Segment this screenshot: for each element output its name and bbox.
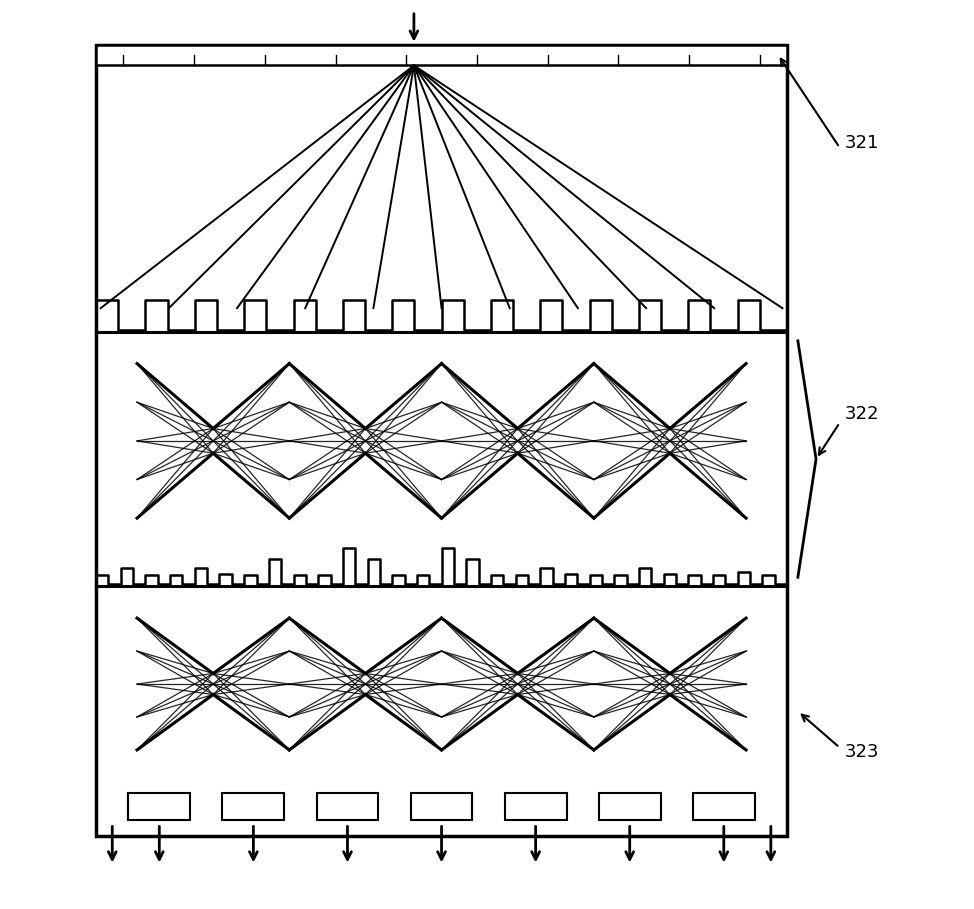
Bar: [96, 45, 787, 836]
Text: 323: 323: [844, 744, 879, 761]
Text: 321: 321: [844, 135, 879, 152]
Bar: [96, 45, 787, 65]
Bar: [222, 793, 284, 820]
Bar: [599, 793, 660, 820]
Bar: [505, 793, 567, 820]
Bar: [411, 793, 472, 820]
Bar: [693, 793, 755, 820]
Text: 322: 322: [844, 405, 879, 423]
Bar: [129, 793, 190, 820]
Bar: [317, 793, 378, 820]
